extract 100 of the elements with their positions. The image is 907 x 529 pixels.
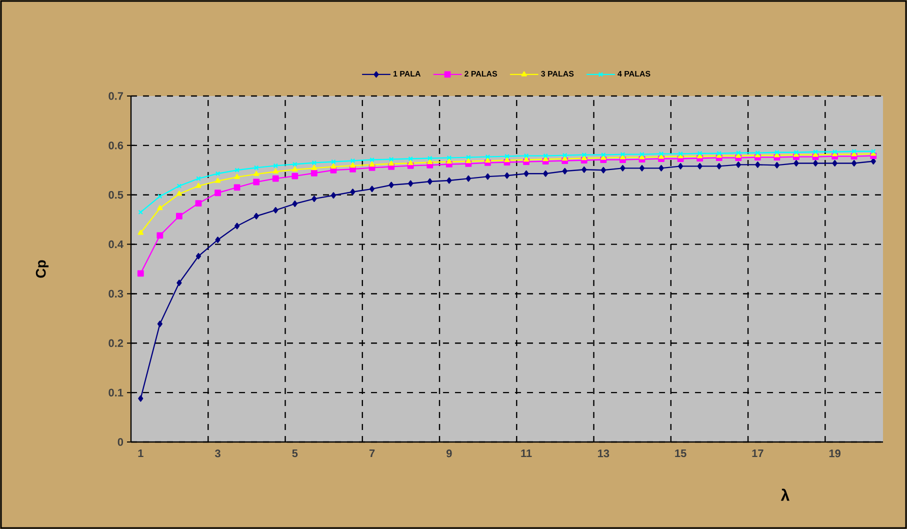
point	[581, 155, 587, 160]
point	[504, 154, 510, 159]
point	[176, 184, 182, 188]
point	[736, 162, 741, 168]
point	[427, 178, 432, 185]
y-tick-label: 0.6	[108, 142, 124, 150]
point	[273, 206, 278, 214]
point	[350, 162, 356, 168]
y-tick-label: 0.4	[108, 240, 124, 248]
point	[562, 168, 568, 174]
point	[369, 186, 375, 192]
point	[697, 162, 702, 170]
point	[697, 150, 702, 156]
point	[272, 168, 278, 174]
point	[292, 162, 298, 167]
point	[196, 182, 202, 188]
point	[755, 162, 760, 168]
point	[138, 395, 144, 402]
point	[466, 158, 472, 164]
point	[388, 182, 394, 188]
point	[215, 236, 220, 244]
point	[446, 155, 452, 160]
point	[196, 252, 202, 260]
point	[176, 190, 182, 196]
y-tick-label: 0.7	[108, 92, 123, 100]
point	[292, 166, 298, 172]
point	[272, 175, 279, 182]
point	[330, 192, 336, 199]
x-tick-label: 5	[292, 450, 298, 458]
point	[310, 170, 318, 176]
point	[794, 160, 799, 166]
point	[253, 178, 260, 186]
point	[562, 152, 568, 158]
y-tick-label: 0.5	[108, 190, 124, 199]
point	[600, 166, 606, 174]
point	[427, 156, 432, 161]
point	[466, 175, 471, 182]
point	[427, 159, 433, 164]
point	[446, 158, 452, 164]
point	[484, 158, 491, 163]
point	[639, 164, 645, 172]
point	[408, 180, 414, 187]
y-axis-title: Cp	[36, 260, 49, 278]
point	[812, 160, 818, 166]
point	[331, 159, 336, 164]
x-tick-label: 1	[138, 450, 144, 458]
point	[253, 170, 260, 176]
point	[234, 222, 240, 230]
point	[388, 160, 394, 166]
point	[292, 200, 298, 207]
x-axis-title: λ	[780, 488, 790, 501]
x-tick-label: 19	[829, 450, 840, 458]
point	[600, 152, 606, 158]
point	[254, 165, 259, 170]
x-tick-label: 9	[446, 450, 452, 458]
point	[852, 148, 857, 154]
point	[446, 177, 452, 184]
point	[620, 152, 626, 157]
point	[176, 280, 182, 286]
point	[312, 160, 317, 166]
point	[369, 162, 375, 167]
x-tick-label: 17	[752, 450, 764, 458]
y-tick-label: 0.1	[108, 388, 124, 396]
y-tick-label: 0.2	[108, 339, 124, 348]
point	[408, 156, 414, 162]
point	[524, 170, 529, 177]
point	[582, 152, 587, 158]
point	[156, 232, 164, 239]
point	[330, 163, 336, 169]
point	[137, 270, 144, 277]
point	[813, 149, 818, 154]
point	[350, 158, 356, 164]
point	[196, 176, 201, 181]
x-tick-label: 3	[214, 450, 220, 458]
x-tick-label: 11	[521, 450, 532, 458]
point	[234, 184, 240, 191]
point	[311, 164, 318, 170]
y-tick-label: 0	[118, 438, 124, 446]
x-tick-label: 7	[369, 450, 375, 458]
point	[658, 164, 664, 172]
point	[273, 163, 278, 168]
point	[176, 212, 182, 220]
point	[504, 172, 510, 179]
point	[157, 320, 162, 328]
point	[215, 171, 220, 176]
point	[350, 188, 356, 196]
point	[582, 166, 587, 173]
point	[157, 194, 162, 199]
x-tick-label: 13	[598, 450, 610, 458]
point	[774, 162, 780, 168]
point	[774, 150, 780, 155]
point	[195, 200, 202, 206]
point	[640, 152, 644, 157]
point	[370, 157, 374, 162]
point	[254, 212, 259, 220]
point	[485, 154, 490, 160]
point	[852, 160, 857, 166]
point	[292, 172, 298, 180]
point	[716, 162, 722, 170]
point	[504, 157, 510, 162]
